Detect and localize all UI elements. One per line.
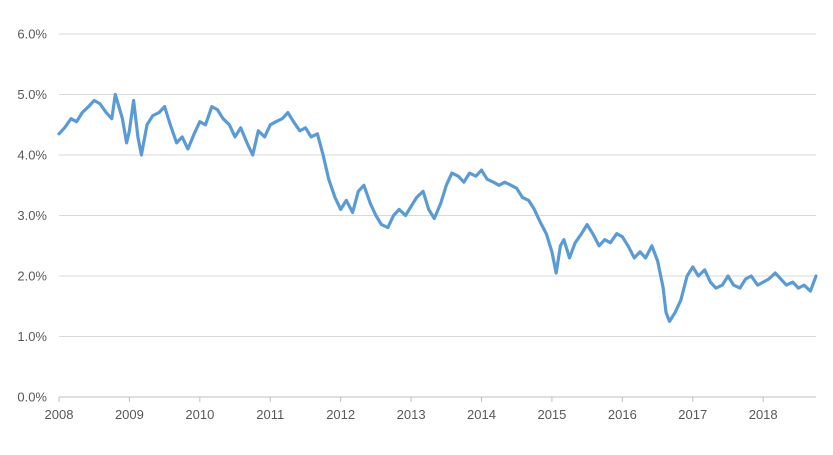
y-axis-tick-labels: 0.0% 1.0% 2.0% 3.0% 4.0% 5.0% 6.0% (17, 27, 47, 405)
x-tick-label: 2012 (326, 407, 355, 422)
series-group (57, 92, 818, 323)
x-tick-label: 2011 (256, 407, 284, 422)
y-tick-label: 5.0% (17, 87, 47, 102)
y-tick-label: 3.0% (17, 208, 47, 223)
series-line-0 (57, 92, 818, 323)
x-tick-label: 2010 (185, 407, 214, 422)
x-tick-label: 2018 (749, 407, 778, 422)
x-tick-label: 2013 (397, 407, 426, 422)
x-tick-label: 2008 (45, 407, 74, 422)
y-tick-label: 0.0% (17, 390, 47, 405)
y-tick-label: 6.0% (17, 27, 47, 42)
x-tick-label: 2014 (467, 407, 496, 422)
gridlines (59, 33, 816, 398)
x-tick-label: 2009 (115, 407, 144, 422)
x-axis-tick-labels: 2008 2009 2010 2011 2012 2013 2014 2015 2016 2017… (45, 397, 778, 422)
y-tick-label: 1.0% (17, 329, 47, 344)
x-tick-label: 2016 (608, 407, 637, 422)
y-tick-label: 2.0% (17, 269, 47, 284)
y-tick-label: 4.0% (17, 148, 47, 163)
x-tick-label: 2015 (537, 407, 566, 422)
x-tick-label: 2017 (678, 407, 707, 422)
